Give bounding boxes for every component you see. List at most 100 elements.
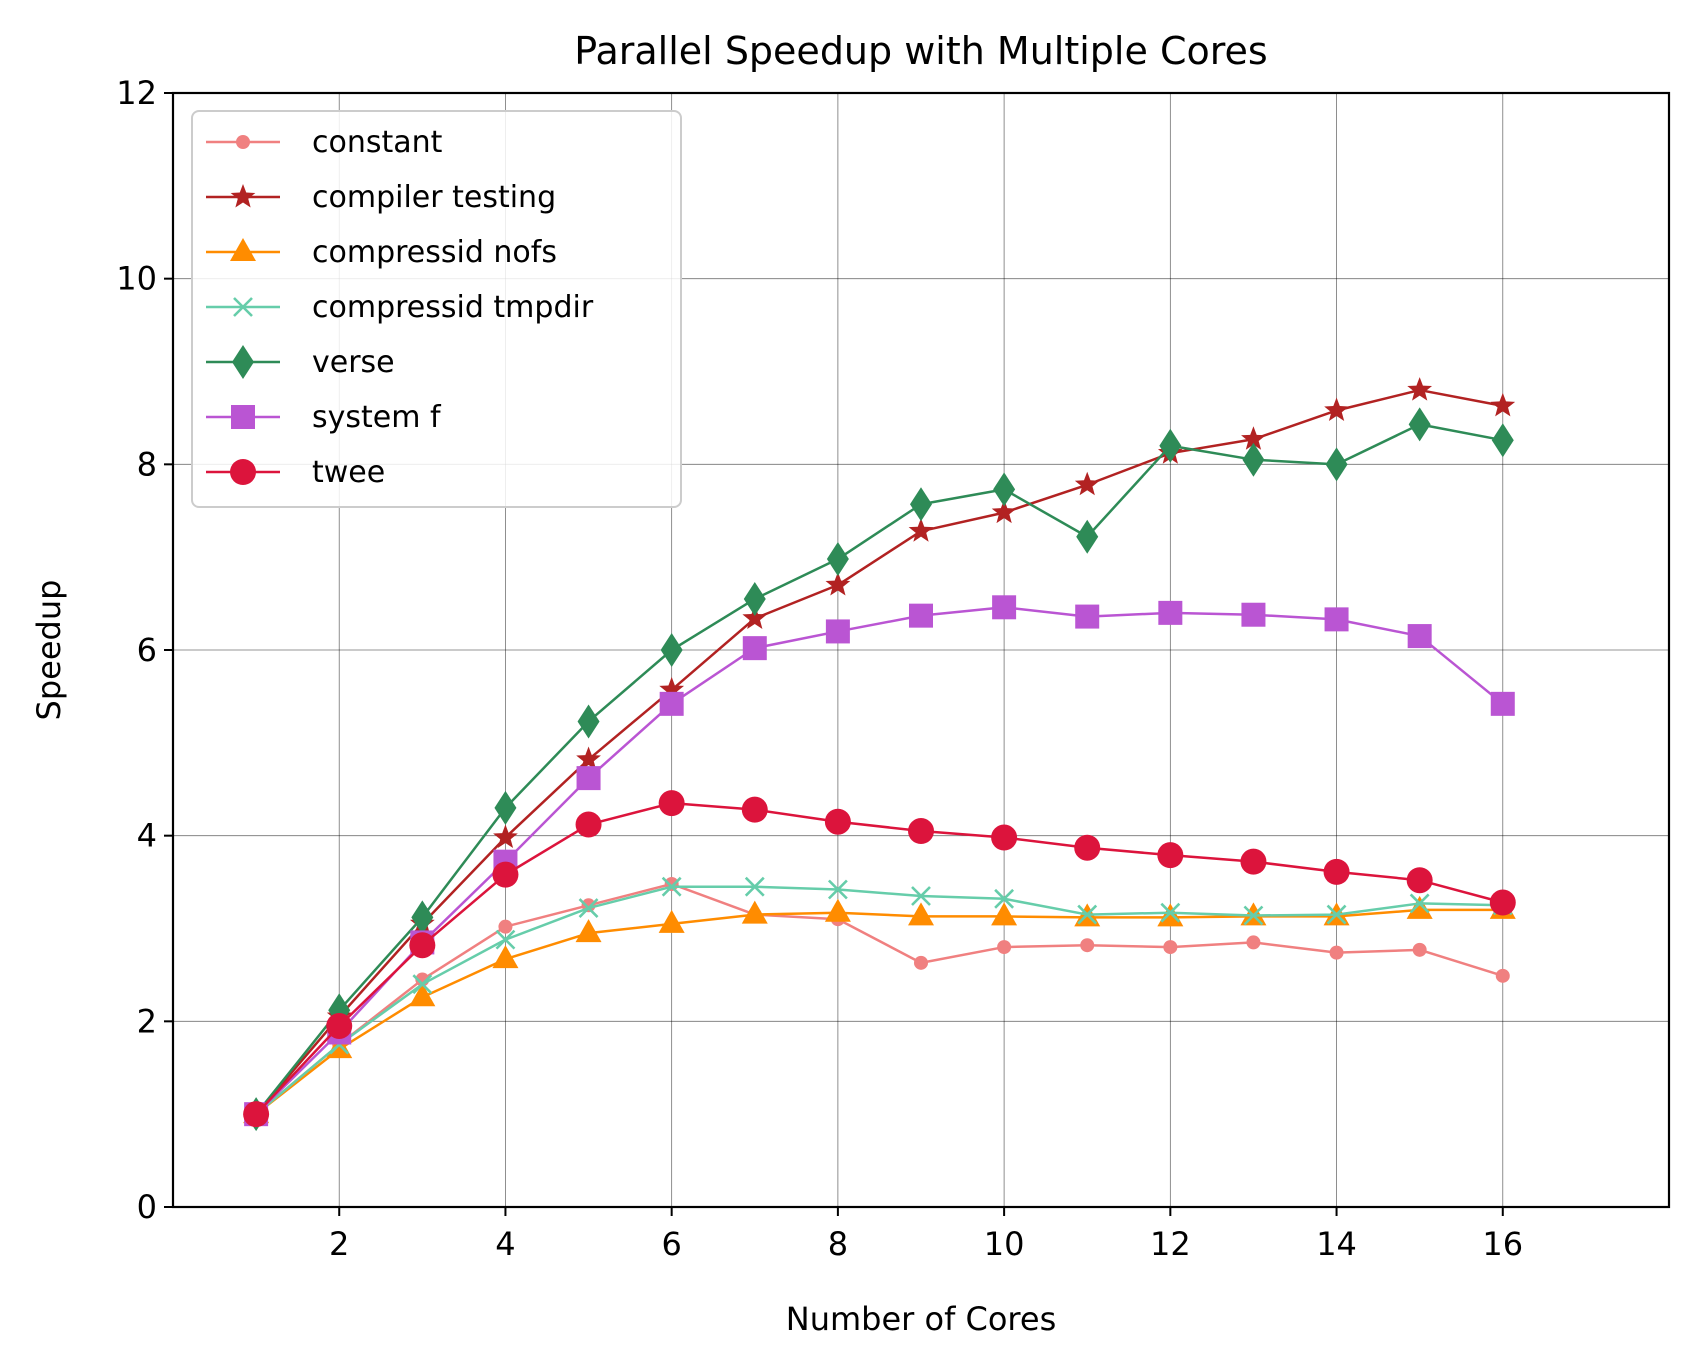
y-tick-label: 12: [116, 74, 157, 112]
chart-title: Parallel Speedup with Multiple Cores: [574, 29, 1267, 73]
data-point-compiler-testing: [493, 824, 518, 849]
data-point-compressid-tmpdir: [744, 876, 765, 897]
legend-label: compressid nofs: [312, 235, 557, 270]
data-point-twee: [1240, 848, 1267, 875]
data-point-verse: [1325, 447, 1348, 482]
x-tick-label: 10: [984, 1225, 1025, 1263]
data-point-system-f: [1158, 600, 1183, 625]
data-point-compressid-tmpdir: [1077, 904, 1098, 925]
data-point-constant: [1163, 940, 1178, 955]
data-point-verse: [1242, 442, 1265, 477]
series-layer: [243, 377, 1516, 1132]
y-tick-label: 8: [137, 445, 157, 483]
data-point-system-f: [576, 766, 601, 791]
data-point-constant: [1412, 942, 1427, 957]
y-tick-label: 0: [137, 1188, 157, 1226]
data-point-twee: [741, 796, 768, 823]
series-line-verse: [255, 423, 1504, 1115]
data-point-compiler-testing: [825, 572, 851, 596]
legend-label: compiler testing: [312, 180, 556, 215]
data-point-compiler-testing: [991, 499, 1017, 524]
data-point-verse: [1076, 519, 1099, 554]
data-point-compiler-testing: [1241, 426, 1266, 450]
data-point-system-f: [1324, 607, 1349, 632]
legend-marker-verse: [232, 345, 254, 379]
data-point-compiler-testing: [1407, 377, 1433, 401]
data-point-twee: [1406, 867, 1433, 894]
data-point-twee: [575, 811, 602, 838]
data-point-verse: [1408, 407, 1431, 442]
data-point-compressid-tmpdir: [827, 879, 848, 900]
data-point-compressid-tmpdir: [412, 974, 433, 995]
data-point-system-f: [1407, 624, 1432, 649]
legend-marker-compressid-nofs: [230, 238, 256, 261]
data-point-verse: [910, 487, 932, 522]
series-verse: [245, 407, 1514, 1132]
data-point-compressid-nofs: [991, 902, 1018, 926]
x-tick-label: 4: [495, 1225, 515, 1263]
legend-label: twee: [312, 455, 385, 490]
data-point-system-f: [742, 636, 767, 661]
data-point-constant: [1495, 968, 1510, 983]
legend-entry-compressid-nofs: compressid nofs: [206, 235, 557, 270]
data-point-system-f: [992, 595, 1017, 620]
y-axis-label: Speedup: [30, 580, 68, 721]
data-point-compressid-tmpdir: [994, 888, 1015, 909]
data-point-verse: [411, 900, 434, 935]
data-point-twee: [326, 1012, 353, 1039]
data-point-system-f: [1241, 602, 1266, 627]
data-point-verse: [1159, 428, 1182, 463]
data-point-compressid-nofs: [409, 983, 436, 1007]
data-point-compressid-tmpdir: [911, 886, 931, 906]
series-twee: [243, 790, 1516, 1128]
data-point-system-f: [1490, 691, 1515, 716]
data-point-verse: [494, 790, 517, 825]
data-point-compressid-tmpdir: [578, 898, 599, 918]
data-point-twee: [1157, 842, 1184, 869]
axis-ticks: 2 4 6 8 10 12 14 16 0 2 4 6 8 10 12: [116, 74, 1523, 1263]
x-tick-label: 16: [1482, 1225, 1523, 1263]
data-point-compressid-tmpdir: [1409, 893, 1430, 914]
legend-entry-compiler-testing: compiler testing: [206, 180, 556, 215]
data-point-system-f: [909, 603, 933, 628]
series-line-compressid-nofs: [255, 908, 1503, 1116]
data-point-twee: [1489, 889, 1516, 916]
data-point-compiler-testing: [742, 605, 768, 629]
data-point-verse: [826, 542, 849, 577]
data-point-compressid-nofs: [824, 898, 851, 922]
data-point-twee: [658, 790, 685, 817]
data-point-verse: [577, 704, 600, 739]
data-point-twee: [492, 861, 519, 888]
data-point-constant: [1329, 945, 1344, 960]
series-line-system-f: [255, 606, 1504, 1116]
data-point-compressid-nofs: [492, 945, 519, 969]
legend-entry-verse: verse: [206, 345, 395, 380]
legend-marker-twee: [230, 459, 256, 485]
data-point-constant: [498, 919, 513, 934]
legend-marker-constant: [236, 135, 250, 149]
legend-label: compressid tmpdir: [312, 290, 594, 325]
series-line-constant: [255, 882, 1504, 1116]
data-point-compiler-testing: [1324, 397, 1349, 422]
data-point-compressid-tmpdir: [495, 929, 516, 950]
legend-entry-system-f: system f: [206, 400, 442, 435]
data-point-verse: [660, 633, 683, 667]
series-line-compressid-tmpdir: [255, 885, 1503, 1116]
legend-marker-system-f: [231, 405, 255, 429]
legend-label: system f: [312, 400, 442, 435]
data-point-system-f: [659, 691, 684, 716]
data-point-constant: [1246, 935, 1261, 950]
data-point-constant: [1080, 938, 1095, 953]
data-point-compressid-nofs: [575, 919, 602, 943]
data-point-verse: [1491, 423, 1514, 458]
data-point-compressid-tmpdir: [661, 876, 682, 897]
x-axis-label: Number of Cores: [786, 1300, 1056, 1338]
data-point-twee: [1074, 834, 1101, 861]
data-point-compiler-testing: [659, 676, 685, 701]
x-tick-label: 6: [661, 1225, 681, 1263]
data-point-compressid-nofs: [741, 900, 768, 924]
legend-marker-compressid-tmpdir: [233, 297, 253, 317]
legend-entry-twee: twee: [206, 455, 385, 490]
data-point-compressid-tmpdir: [1160, 902, 1181, 923]
data-point-twee: [991, 824, 1018, 851]
